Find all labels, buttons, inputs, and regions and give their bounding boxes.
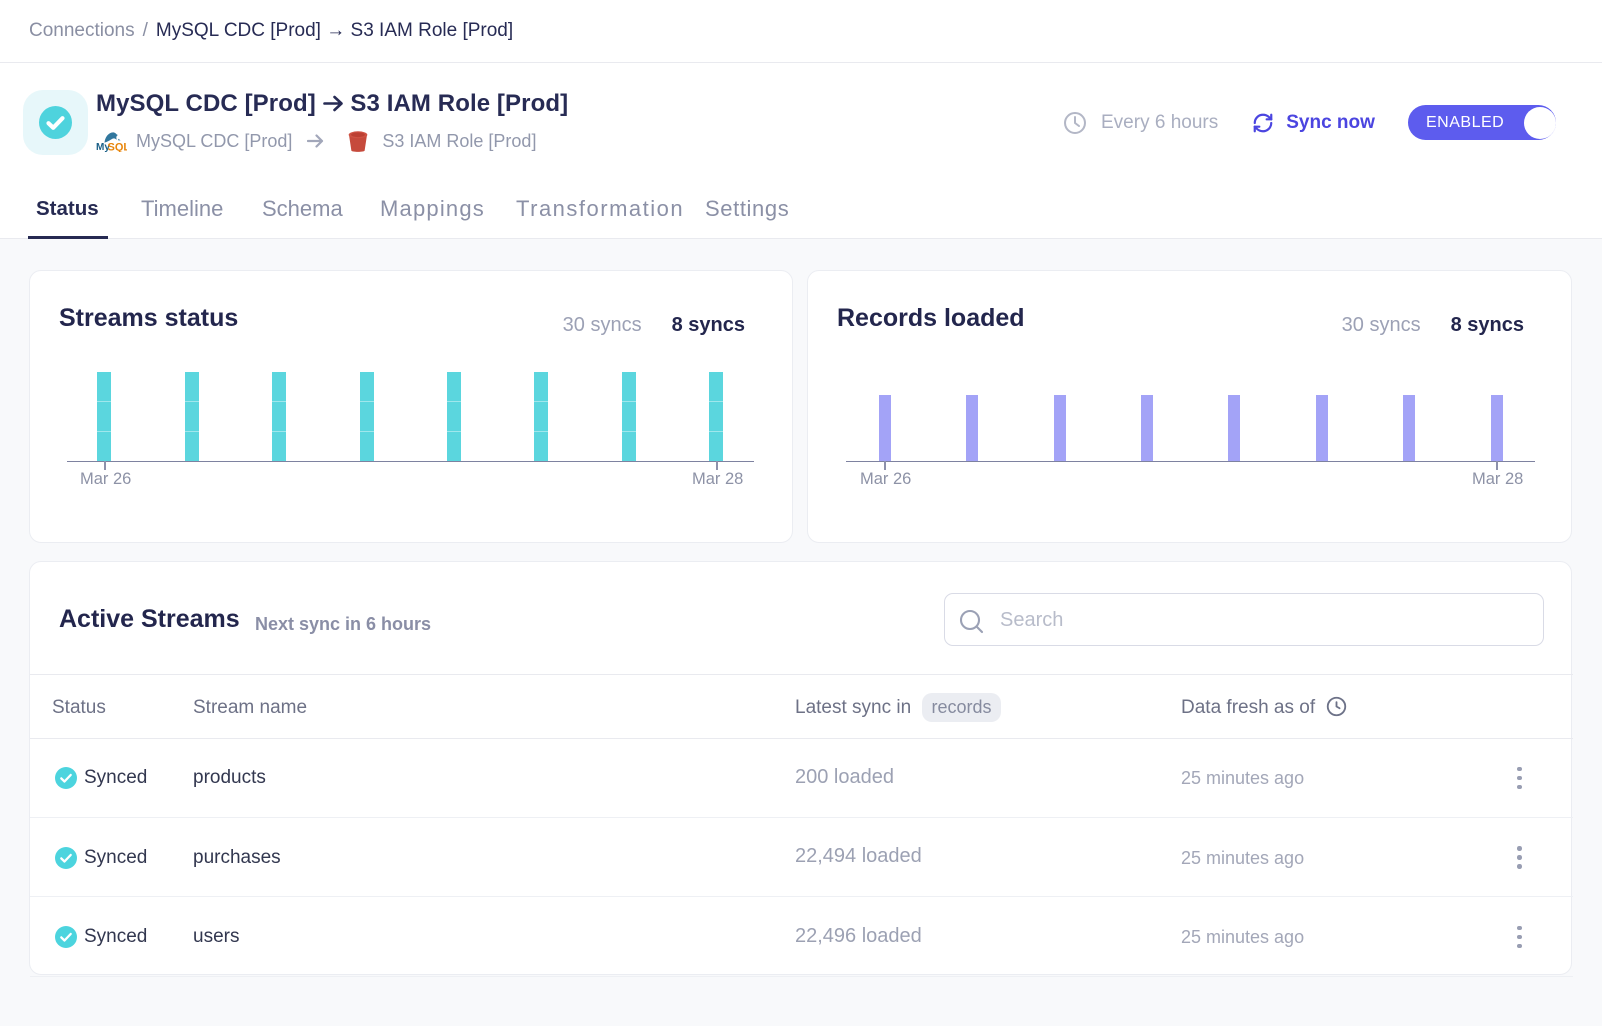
svg-text:SQL: SQL — [108, 142, 128, 153]
svg-text:My: My — [96, 142, 110, 152]
